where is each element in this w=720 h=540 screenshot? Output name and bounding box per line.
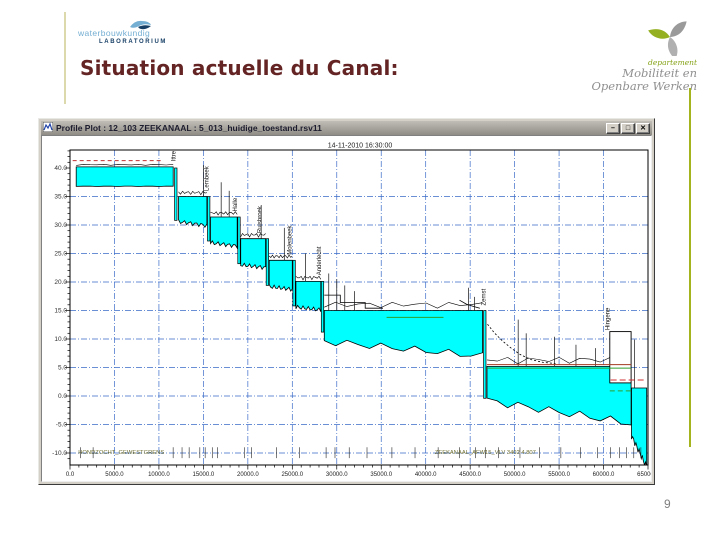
water-reach [486,365,632,426]
svg-text:65000.0: 65000.0 [637,472,651,478]
lock-marker [292,259,296,307]
terrain-line [324,294,383,309]
water-reach [323,310,484,357]
lock-marker [207,196,211,242]
svg-text:ZEEKANAAL_AFW15_VLV 3402 4.807: ZEEKANAAL_AFW15_VLV 3402 4.807 [435,450,536,456]
lock-marker [483,310,487,399]
terrain-line [459,299,481,309]
page-number: 9 [664,497,671,511]
gridlines [70,150,648,465]
lock-marker [320,281,325,333]
svg-text:15000.0: 15000.0 [193,472,215,478]
water-reach [210,216,238,250]
svg-text:40000.0: 40000.0 [415,472,437,478]
svg-text:5000.0: 5000.0 [105,472,124,478]
close-button[interactable]: ✕ [636,122,650,134]
bank-line [178,190,207,196]
plot-canvas-area: 40.0 35.0 30.0 25.0 20.0 15.0 10.0 5.0 0.0 -5.0 -1… [41,135,652,482]
bank-line [295,275,322,281]
water-reaches [75,163,648,465]
svg-text:25.0: 25.0 [54,251,67,258]
profile-plot-window: Profile Plot : 12_103 ZEEKANAAL : 5_013_… [38,118,655,485]
mow-departement-text: departement [648,58,697,67]
water-reach [295,280,322,312]
axes: 40.0 35.0 30.0 25.0 20.0 15.0 10.0 5.0 0.0 -5.0 -1… [52,150,651,478]
bank-line [76,163,174,166]
window-controls: – □ ✕ [606,122,650,134]
svg-text:55000.0: 55000.0 [548,472,570,478]
plot-frame [69,149,649,466]
bank-line [268,254,293,259]
water-reach [268,259,293,292]
svg-text:10.0: 10.0 [54,336,67,343]
mow-logo: departement Mobiliteit en Openbare Werke… [567,14,697,93]
svg-text:35000.0: 35000.0 [370,472,392,478]
timestamp-label: 14-11-2010 16:30:00 [328,143,393,150]
waterbouwkundig-logo: waterbouwkundig LABORATORIUM [78,18,168,50]
svg-text:60000.0: 60000.0 [593,472,615,478]
terrain [203,165,636,389]
svg-text:Halle: Halle [233,197,239,211]
svg-text:30.0: 30.0 [54,222,67,229]
svg-text:14-11-2010 16:30:00: 14-11-2010 16:30:00 [328,143,393,150]
svg-text:20.0: 20.0 [54,279,67,286]
svg-text:Ittre: Ittre [171,150,177,161]
water-drop-icon [128,18,154,37]
svg-text:Ruisbroek: Ruisbroek [258,205,264,233]
water-reach [178,196,208,229]
lock-marker [265,238,269,286]
slide-accent-rule [689,88,691,447]
svg-text:10000.0: 10000.0 [148,472,170,478]
bank-line [486,356,632,365]
svg-text:HONDZOCHT_GEWESTGRENS: HONDZOCHT_GEWESTGRENS [78,450,164,456]
profile-plot-svg: 40.0 35.0 30.0 25.0 20.0 15.0 10.0 5.0 0.0 -5.0 -1… [52,143,651,479]
maximize-button[interactable]: □ [621,122,635,134]
svg-text:Molenbeek: Molenbeek [287,224,293,254]
mow-mobiliteit-text: Mobiliteit en [622,66,697,80]
mow-pinwheel-icon [567,14,692,61]
minimize-button[interactable]: – [606,122,620,134]
window-title: Profile Plot : 12_103 ZEEKANAAL : 5_013_… [56,123,322,133]
node-markers: HONDZOCHT_GEWESTGRENS ZEEKANAAL_AFW15_VLV… [78,447,642,459]
svg-text:0.0: 0.0 [66,472,75,478]
bank-line [324,301,483,309]
window-titlebar[interactable]: Profile Plot : 12_103 ZEEKANAAL : 5_013_… [41,121,652,135]
mow-openbare-werken-text: Openbare Werken [591,79,697,93]
svg-text:40.0: 40.0 [54,165,67,172]
logo-laboratorium-text: LABORATORIUM [99,39,167,45]
svg-text:Lembeek: Lembeek [204,165,210,191]
svg-text:45000.0: 45000.0 [459,472,481,478]
svg-text:5.0: 5.0 [58,365,67,372]
lock-chamber [609,331,632,384]
logo-waterbouwkundig-text: waterbouwkundig [78,28,151,38]
svg-text:Anderlecht: Anderlecht [317,246,323,275]
lock-marker [174,167,178,221]
water-reach [240,238,267,271]
water-reach [631,387,648,465]
svg-text:Zemst: Zemst [481,289,487,306]
svg-text:0.0: 0.0 [58,393,67,400]
station-labels: Ittre Lembeek Halle Ruisbroek Molenbeek Ander… [171,150,611,330]
svg-text:-5.0: -5.0 [56,422,68,429]
title-accent-rule [64,12,66,104]
bank-line [210,211,238,216]
page-title: Situation actuelle du Canal: [80,56,399,80]
svg-text:35.0: 35.0 [54,194,67,201]
svg-text:25000.0: 25000.0 [281,472,303,478]
lock-marker [237,216,241,265]
svg-text:-10.0: -10.0 [52,450,67,457]
svg-text:15.0: 15.0 [54,308,67,315]
svg-text:50000.0: 50000.0 [504,472,526,478]
water-reach [75,166,174,187]
svg-text:20000.0: 20000.0 [237,472,259,478]
svg-text:Hingene: Hingene [605,307,611,330]
svg-text:30000.0: 30000.0 [326,472,348,478]
terrain-line [487,323,556,364]
